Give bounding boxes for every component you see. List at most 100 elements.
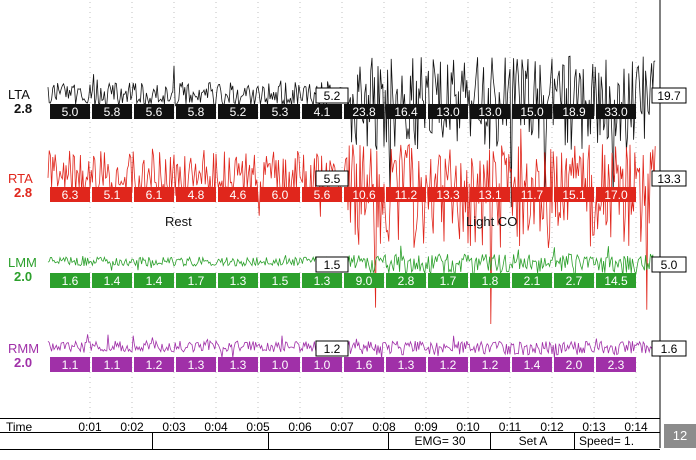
status-cell-empty-2 [152,433,269,449]
segment-value-lta-text: 13.0 [436,105,460,119]
segment-value-rmm: 1.0 [260,357,300,372]
segment-value-lta: 33.0 [596,104,636,119]
segment-value-lta-text: 18.9 [562,105,586,119]
segment-value-lmm: 2.7 [554,273,594,288]
segment-value-rta-box [344,187,384,202]
rest-mean-lmm-text: 1.5 [324,258,341,272]
rest-mean-rmm-box [315,340,349,357]
segment-value-rta-text: 6.0 [272,188,289,202]
segment-value-rmm-text: 2.3 [608,358,625,372]
rest-mean-lmm: 1.5 [315,256,349,273]
segment-value-lta-box [386,104,426,119]
segment-value-rmm-box [176,357,216,372]
time-tick-label: 0:03 [162,420,186,434]
channel-name-lta: LTA [8,87,30,102]
segment-value-lta-text: 15.0 [520,105,544,119]
segment-value-lmm-box [134,273,174,288]
light-mean-rmm-box [651,340,687,357]
segment-value-rta-box [260,187,300,202]
segment-value-rta: 17.0 [596,187,636,202]
segment-value-rmm-text: 1.3 [398,358,415,372]
light-mean-lta-box [651,87,687,104]
segment-value-lta-text: 23.8 [352,105,376,119]
segment-value-rta-box [554,187,594,202]
segment-value-lmm-box [512,273,552,288]
light-mean-lmm-text: 5.0 [661,258,678,272]
time-tick-label: 0:09 [414,420,438,434]
segment-value-lmm-text: 1.5 [272,274,289,288]
segment-value-rmm-text: 1.3 [188,358,205,372]
segment-value-rmm-text: 1.0 [314,358,331,372]
segment-value-lmm: 1.6 [50,273,90,288]
segment-value-rta-box [176,187,216,202]
segment-value-lmm-box [260,273,300,288]
time-tick-label: 0:07 [330,420,354,434]
segment-value-lta-box [470,104,510,119]
segment-value-rta-text: 6.1 [146,188,163,202]
segment-value-rta: 6.1 [134,187,174,202]
segment-value-rmm-text: 1.2 [482,358,499,372]
segment-value-lmm-text: 2.1 [524,274,541,288]
segment-value-lmm-box [344,273,384,288]
segment-value-lmm-text: 1.7 [440,274,457,288]
segment-value-rmm-text: 1.1 [104,358,121,372]
segment-value-rmm: 1.3 [218,357,258,372]
light-mean-lmm: 5.0 [651,256,687,273]
time-tick-label: 0:08 [372,420,396,434]
status-set: Set A [490,433,575,449]
page-number: 12 [664,424,696,448]
segment-value-lmm: 2.8 [386,273,426,288]
segment-value-lta: 18.9 [554,104,594,119]
channel-label-rmm: RMM 2.0 [8,342,39,370]
segment-value-rmm-text: 1.1 [62,358,79,372]
segment-value-rta: 15.1 [554,187,594,202]
segment-value-lta-text: 4.1 [314,105,331,119]
channel-name-rta: RTA [8,171,33,186]
segment-value-lta: 5.8 [92,104,132,119]
segment-value-lta: 15.0 [512,104,552,119]
segment-value-lmm-text: 1.4 [104,274,121,288]
segment-value-rmm: 1.1 [50,357,90,372]
segment-value-rta-text: 6.3 [62,188,79,202]
annotation-light-co: Light CO [466,214,517,229]
segment-value-rta-text: 17.0 [604,188,628,202]
segment-value-lta-text: 33.0 [604,105,628,119]
segment-value-rta-box [218,187,258,202]
segment-value-rmm: 1.0 [302,357,342,372]
segment-value-lta-text: 5.3 [272,105,289,119]
segment-value-rta: 6.0 [260,187,300,202]
light-mean-lmm-box [651,256,687,273]
segment-value-lmm-text: 14.5 [604,274,628,288]
rest-mean-lta-box [315,87,349,104]
segment-value-lmm-box [428,273,468,288]
segment-value-lmm-text: 1.3 [314,274,331,288]
segment-value-rmm-box [50,357,90,372]
status-emg: EMG= 30 [388,433,491,449]
segment-value-lmm-text: 2.8 [398,274,415,288]
segment-value-lmm: 1.3 [302,273,342,288]
emg-trace-rta [47,128,656,325]
segment-value-lmm-text: 1.6 [62,274,79,288]
segment-value-rta-text: 13.1 [478,188,502,202]
channel-scale-rta: 2.8 [14,185,33,200]
segment-value-lta-text: 5.6 [146,105,163,119]
segment-value-rmm: 1.2 [428,357,468,372]
segment-value-lta-box [302,104,342,119]
segment-value-rmm: 1.2 [470,357,510,372]
segment-value-rta-text: 5.6 [314,188,331,202]
time-tick-label: 0:02 [120,420,144,434]
segment-value-lmm-box [470,273,510,288]
time-tick-label: 0:14 [624,420,648,434]
segment-value-lta: 13.0 [470,104,510,119]
segment-value-rmm-text: 2.0 [566,358,583,372]
segment-value-rta-text: 5.1 [104,188,121,202]
segment-value-rmm-text: 1.4 [524,358,541,372]
segment-value-rta: 4.6 [218,187,258,202]
segment-value-rta-box [512,187,552,202]
segment-value-lta-box [554,104,594,119]
segment-value-lmm: 14.5 [596,273,636,288]
light-mean-lta: 19.7 [651,87,687,104]
segment-value-lta: 13.0 [428,104,468,119]
segment-value-lmm-box [386,273,426,288]
segment-value-rta-text: 10.6 [352,188,376,202]
